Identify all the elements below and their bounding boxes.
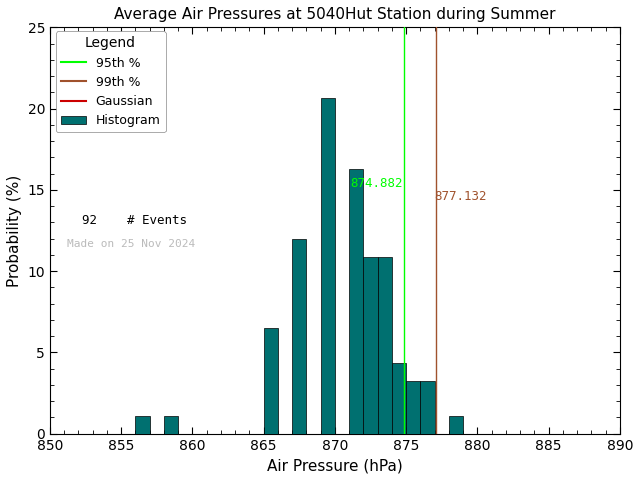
Bar [321,98,335,433]
Y-axis label: Probability (%): Probability (%) [7,174,22,287]
Bar [264,328,278,433]
Bar [364,257,378,433]
Legend: 95th %, 99th %, Gaussian, Histogram: 95th %, 99th %, Gaussian, Histogram [56,31,166,132]
Bar [136,416,150,433]
Bar [378,257,392,433]
Bar [392,363,406,433]
Title: Average Air Pressures at 5040Hut Station during Summer: Average Air Pressures at 5040Hut Station… [114,7,556,22]
Bar [292,239,307,433]
X-axis label: Air Pressure (hPa): Air Pressure (hPa) [267,458,403,473]
Bar [406,381,420,433]
Text: 92    # Events: 92 # Events [67,214,187,227]
Bar [349,168,364,433]
Text: 874.882: 874.882 [350,177,403,190]
Text: Made on 25 Nov 2024: Made on 25 Nov 2024 [67,239,195,249]
Bar [164,416,178,433]
Bar [420,381,435,433]
Bar [449,416,463,433]
Text: 877.132: 877.132 [435,190,487,203]
